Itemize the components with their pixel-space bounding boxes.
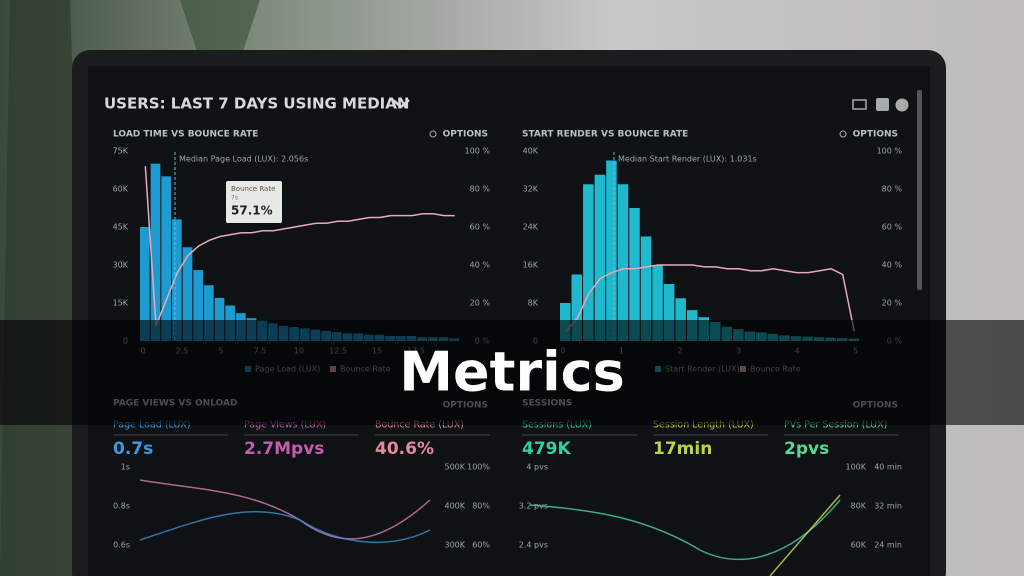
overlay-band xyxy=(0,320,1024,425)
bar xyxy=(172,219,182,341)
y-tick-label: 60K xyxy=(113,185,129,194)
tick-label: 32 min xyxy=(874,502,902,511)
tick-label: 60K xyxy=(851,541,867,550)
bar xyxy=(629,208,640,341)
options-icon[interactable] xyxy=(839,130,847,138)
metric-value: 0.7s xyxy=(113,439,153,459)
y-tick-label: 45K xyxy=(113,223,129,232)
panel-title: START RENDER VS BOUNCE RATE xyxy=(522,130,688,140)
scrollbar xyxy=(917,90,922,290)
options-icon[interactable] xyxy=(429,130,437,138)
tick-label: 400K xyxy=(444,502,465,511)
metric-value: 479K xyxy=(522,439,571,459)
bar xyxy=(675,298,686,341)
bar xyxy=(193,270,203,341)
tick-label: 1s xyxy=(121,463,130,472)
bar xyxy=(182,247,193,341)
tick-label: 40 min xyxy=(874,463,902,472)
tick-label: 100K xyxy=(845,463,866,472)
y2-tick-label: 40 % xyxy=(470,261,491,270)
share-icon[interactable] xyxy=(876,98,889,111)
y2-tick-label: 100 % xyxy=(877,147,903,156)
tooltip-sub: 7s xyxy=(231,195,238,202)
tick-label: 100% xyxy=(467,463,490,472)
bar xyxy=(571,274,583,341)
tooltip xyxy=(226,181,282,223)
dropdown-icon[interactable] xyxy=(392,99,410,109)
metric-value: 2.7Mpvs xyxy=(244,439,324,459)
options[interactable]: OPTIONS xyxy=(443,130,488,140)
y-tick-label: 75K xyxy=(113,147,129,156)
y-tick-label: 40K xyxy=(523,147,539,156)
tick-label: 4 pvs xyxy=(526,463,548,472)
tooltip-label: Bounce Rate xyxy=(231,185,275,193)
tick-label: 80% xyxy=(472,502,490,511)
tick-label: 0.6s xyxy=(113,541,130,550)
metric-value: 17min xyxy=(653,439,712,459)
y2-tick-label: 20 % xyxy=(882,299,903,308)
y-tick-label: 8K xyxy=(528,299,539,308)
y2-tick-label: 80 % xyxy=(470,185,491,194)
bar xyxy=(214,297,225,341)
metric-value: 2pvs xyxy=(784,439,829,459)
bounce-line xyxy=(144,166,455,327)
annotation: Median Page Load (LUX): 2.056s xyxy=(179,155,308,164)
options[interactable]: OPTIONS xyxy=(853,130,898,140)
plant-blur xyxy=(0,0,90,576)
metric-value: 40.6% xyxy=(375,439,434,459)
bar xyxy=(617,184,629,341)
overlay-title: Metrics xyxy=(399,341,624,404)
bar xyxy=(140,227,150,341)
bar xyxy=(640,236,652,341)
y2-tick-label: 80 % xyxy=(882,185,903,194)
decor-line xyxy=(529,499,841,561)
bar xyxy=(606,160,617,341)
bar xyxy=(204,285,214,341)
tick-label: 60% xyxy=(472,541,490,550)
monitor-icon[interactable] xyxy=(852,99,867,110)
y2-tick-label: 40 % xyxy=(882,261,903,270)
tick-label: 300K xyxy=(444,541,465,550)
bar xyxy=(161,176,171,341)
bar xyxy=(150,163,161,341)
plant-blur xyxy=(180,0,260,60)
y2-tick-label: 100 % xyxy=(465,147,491,156)
decor-line xyxy=(769,494,841,576)
decor-line xyxy=(139,510,431,544)
tick-label: 500K xyxy=(444,463,465,472)
y-tick-label: 30K xyxy=(113,261,129,270)
y2-tick-label: 60 % xyxy=(882,223,903,232)
bar xyxy=(663,284,675,341)
annotation: Median Start Render (LUX): 1.031s xyxy=(618,155,757,164)
y-tick-label: 24K xyxy=(523,223,539,232)
bounce-line xyxy=(565,264,855,332)
y-tick-label: 16K xyxy=(523,261,539,270)
panel-title: LOAD TIME VS BOUNCE RATE xyxy=(113,130,258,140)
bar xyxy=(594,174,606,341)
help-icon[interactable] xyxy=(895,98,909,112)
tick-label: 2.4 pvs xyxy=(519,541,548,550)
tick-label: 80K xyxy=(851,502,867,511)
bar xyxy=(583,184,594,341)
bar xyxy=(652,265,663,341)
tick-label: 0.8s xyxy=(113,502,130,511)
y2-tick-label: 60 % xyxy=(470,223,491,232)
y-tick-label: 15K xyxy=(113,299,129,308)
tick-label: 24 min xyxy=(874,541,902,550)
tooltip-value: 57.1% xyxy=(231,204,273,218)
tick-label: 3.2 pvs xyxy=(519,502,548,511)
y2-tick-label: 20 % xyxy=(470,299,491,308)
header-title: USERS: LAST 7 DAYS USING MEDIAN xyxy=(104,95,409,113)
y-tick-label: 32K xyxy=(523,185,539,194)
